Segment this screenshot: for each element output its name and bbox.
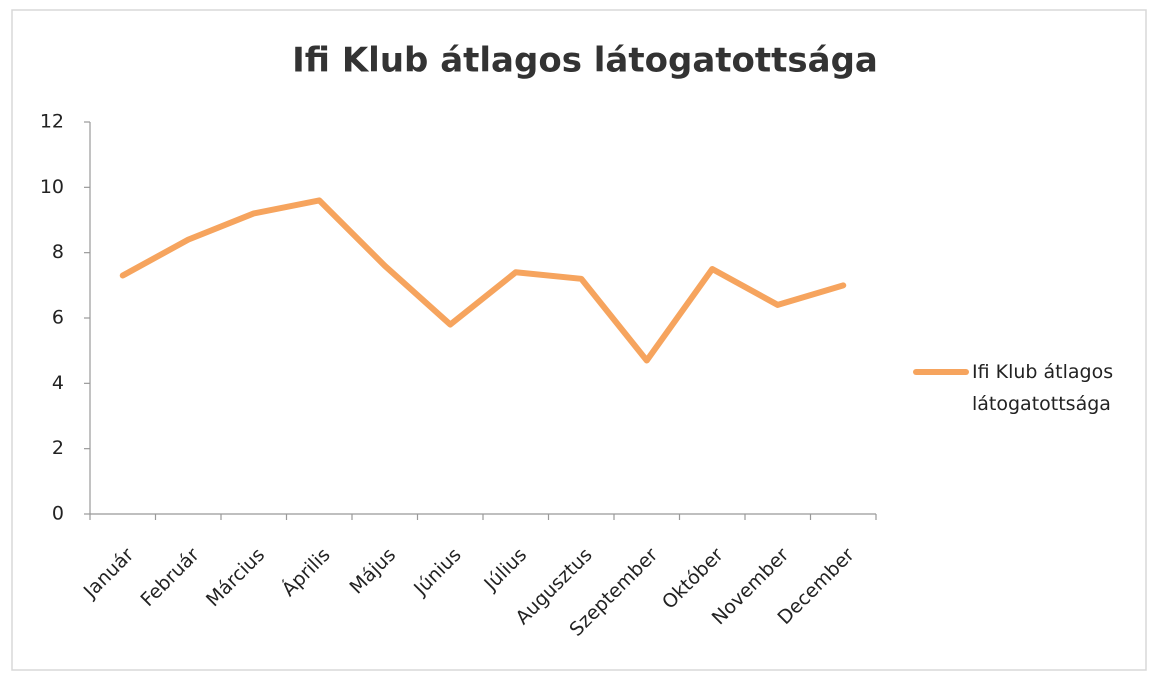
y-tick-label: 10 (40, 176, 64, 198)
y-tick-label: 2 (52, 437, 64, 459)
y-tick-label: 4 (52, 372, 64, 394)
y-tick-label: 8 (52, 241, 64, 263)
x-tick-label: Április (277, 543, 335, 601)
chart-frame (11, 9, 1147, 671)
legend-label: Ifi Klub átlagos látogatottsága (972, 361, 1114, 415)
y-tick-label: 0 (52, 503, 64, 525)
x-tick-label: Január (79, 544, 138, 603)
y-tick-label: 6 (52, 307, 64, 329)
series-line (119, 197, 847, 364)
y-tick-label: 12 (40, 111, 64, 133)
x-tick-label: Március (202, 544, 269, 611)
x-tick-label: Február (137, 544, 204, 611)
x-tick-label: Május (346, 544, 401, 599)
x-tick-label: Július (479, 544, 531, 596)
chart-title: Ifi Klub átlagos látogatottsága (292, 41, 878, 81)
x-tick-label: Június (409, 544, 466, 601)
